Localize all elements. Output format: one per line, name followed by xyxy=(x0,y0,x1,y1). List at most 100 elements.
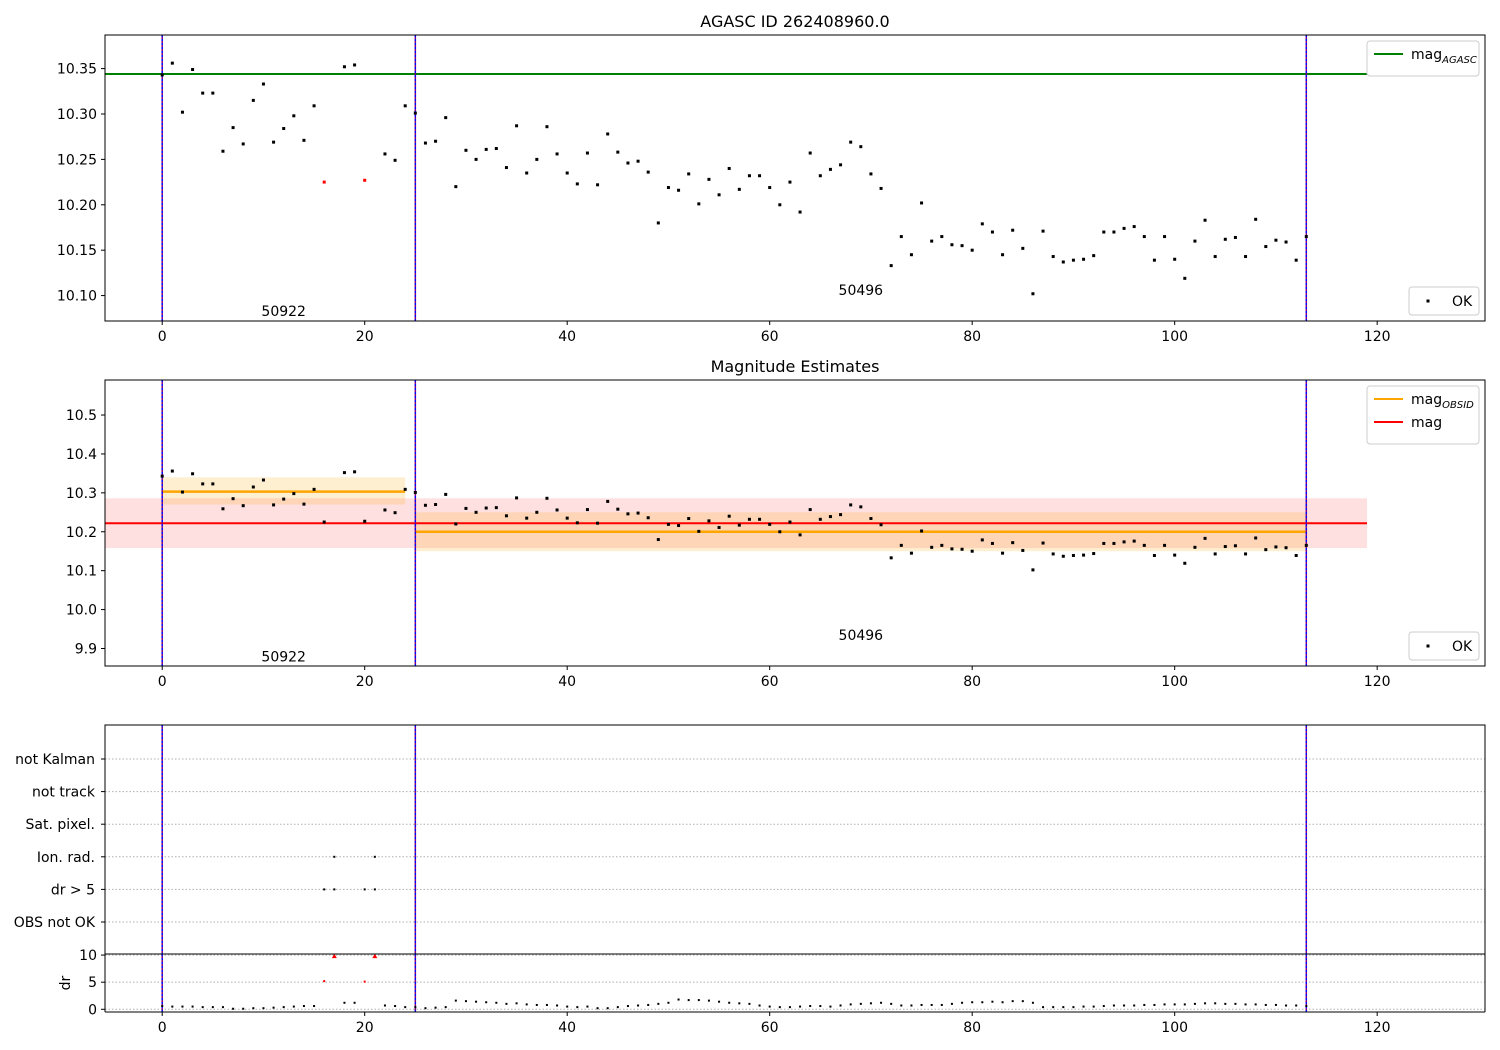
data-point xyxy=(232,1007,235,1010)
x-tick-label: 100 xyxy=(1161,674,1188,690)
data-point xyxy=(768,186,772,190)
data-point xyxy=(1082,257,1086,261)
data-point xyxy=(1234,1002,1237,1005)
data-point xyxy=(666,186,670,190)
data-point xyxy=(636,511,640,515)
obsid-label: 50922 xyxy=(261,304,306,320)
dr-panel: 0 20 40 60 80 100 120 0 5 10 dr xyxy=(58,948,1486,1036)
data-point xyxy=(474,510,478,514)
flags-panel: not Kalman not track Sat. pixel. Ion. rad. d… xyxy=(14,724,1486,955)
flag-point xyxy=(373,855,376,858)
data-point xyxy=(1031,568,1035,572)
legend-marker xyxy=(1426,299,1430,303)
data-point xyxy=(404,1006,407,1009)
points-legend-box xyxy=(1408,286,1480,316)
data-point xyxy=(251,485,255,489)
data-point xyxy=(464,148,468,152)
data-point xyxy=(1071,553,1075,557)
data-point xyxy=(1133,1004,1136,1007)
data-point xyxy=(940,543,944,547)
data-point xyxy=(920,529,924,533)
data-point xyxy=(1214,1002,1217,1005)
data-point xyxy=(353,63,357,67)
x-tick-label: 120 xyxy=(1364,329,1391,345)
data-point xyxy=(839,1004,842,1007)
y-tick-label: 10.1 xyxy=(66,564,97,580)
data-point xyxy=(647,1003,650,1006)
data-point xyxy=(910,1004,913,1007)
data-point xyxy=(1244,255,1248,259)
x-tick-label: 40 xyxy=(558,674,576,690)
data-point xyxy=(707,519,711,523)
data-point xyxy=(687,517,691,521)
data-point xyxy=(677,188,681,192)
data-point xyxy=(1143,1003,1146,1006)
data-point xyxy=(495,1001,498,1004)
data-point xyxy=(342,65,346,69)
data-point xyxy=(1001,1001,1004,1004)
data-point xyxy=(575,521,579,525)
data-point xyxy=(717,193,721,197)
data-point xyxy=(1021,1000,1024,1003)
x-tick-label: 80 xyxy=(963,329,981,345)
data-point xyxy=(1082,553,1086,557)
data-point xyxy=(1193,545,1197,549)
data-point xyxy=(677,524,681,528)
x-tick-label: 60 xyxy=(761,1020,779,1036)
data-point xyxy=(788,1006,791,1009)
data-point xyxy=(413,111,417,115)
data-point xyxy=(1153,1003,1156,1006)
data-point xyxy=(596,1007,599,1010)
data-point xyxy=(656,538,660,542)
data-point xyxy=(403,487,407,491)
data-point xyxy=(1244,1003,1247,1006)
data-point xyxy=(849,140,853,144)
data-point xyxy=(920,1003,923,1006)
data-point xyxy=(1112,1004,1115,1007)
data-point xyxy=(808,151,812,155)
data-point xyxy=(423,141,427,145)
data-point xyxy=(1062,1006,1065,1009)
data-point xyxy=(717,525,721,529)
data-point xyxy=(343,1001,346,1004)
data-point xyxy=(221,1006,224,1009)
data-point xyxy=(666,522,670,526)
x-tick-label: 80 xyxy=(963,674,981,690)
data-point xyxy=(626,1005,629,1008)
data-point xyxy=(768,1005,771,1008)
data-point xyxy=(1203,536,1207,540)
data-point xyxy=(242,1007,245,1010)
data-point xyxy=(890,1002,893,1005)
data-point xyxy=(1092,254,1096,258)
data-point xyxy=(1122,540,1126,544)
magnitude-estimates-panel: Magnitude Estimates 50922 50496 0 20 40 60 80 10… xyxy=(66,357,1486,690)
data-point xyxy=(879,523,883,527)
data-point xyxy=(667,1001,670,1004)
data-point xyxy=(768,522,772,526)
data-point xyxy=(616,507,620,511)
data-point xyxy=(899,543,903,547)
data-point xyxy=(1173,553,1177,557)
data-point xyxy=(1285,1004,1288,1007)
data-point xyxy=(1193,239,1197,243)
x-tick-label: 80 xyxy=(963,1020,981,1036)
data-point xyxy=(889,264,893,268)
data-point xyxy=(535,157,539,161)
data-point xyxy=(251,98,255,102)
y-tick-label: 10.25 xyxy=(57,152,97,168)
data-point xyxy=(261,478,265,482)
data-point xyxy=(828,167,832,171)
data-point xyxy=(403,104,407,108)
data-point xyxy=(393,511,397,515)
data-point xyxy=(1132,539,1136,543)
axes-frame xyxy=(104,379,1486,667)
data-point-offscale xyxy=(331,953,337,959)
data-point xyxy=(555,508,559,512)
data-point xyxy=(322,520,326,524)
data-point xyxy=(484,147,488,151)
data-point xyxy=(950,1002,953,1005)
data-point xyxy=(596,521,600,525)
data-point xyxy=(687,999,690,1002)
data-point xyxy=(819,1005,822,1008)
data-point xyxy=(555,152,559,156)
